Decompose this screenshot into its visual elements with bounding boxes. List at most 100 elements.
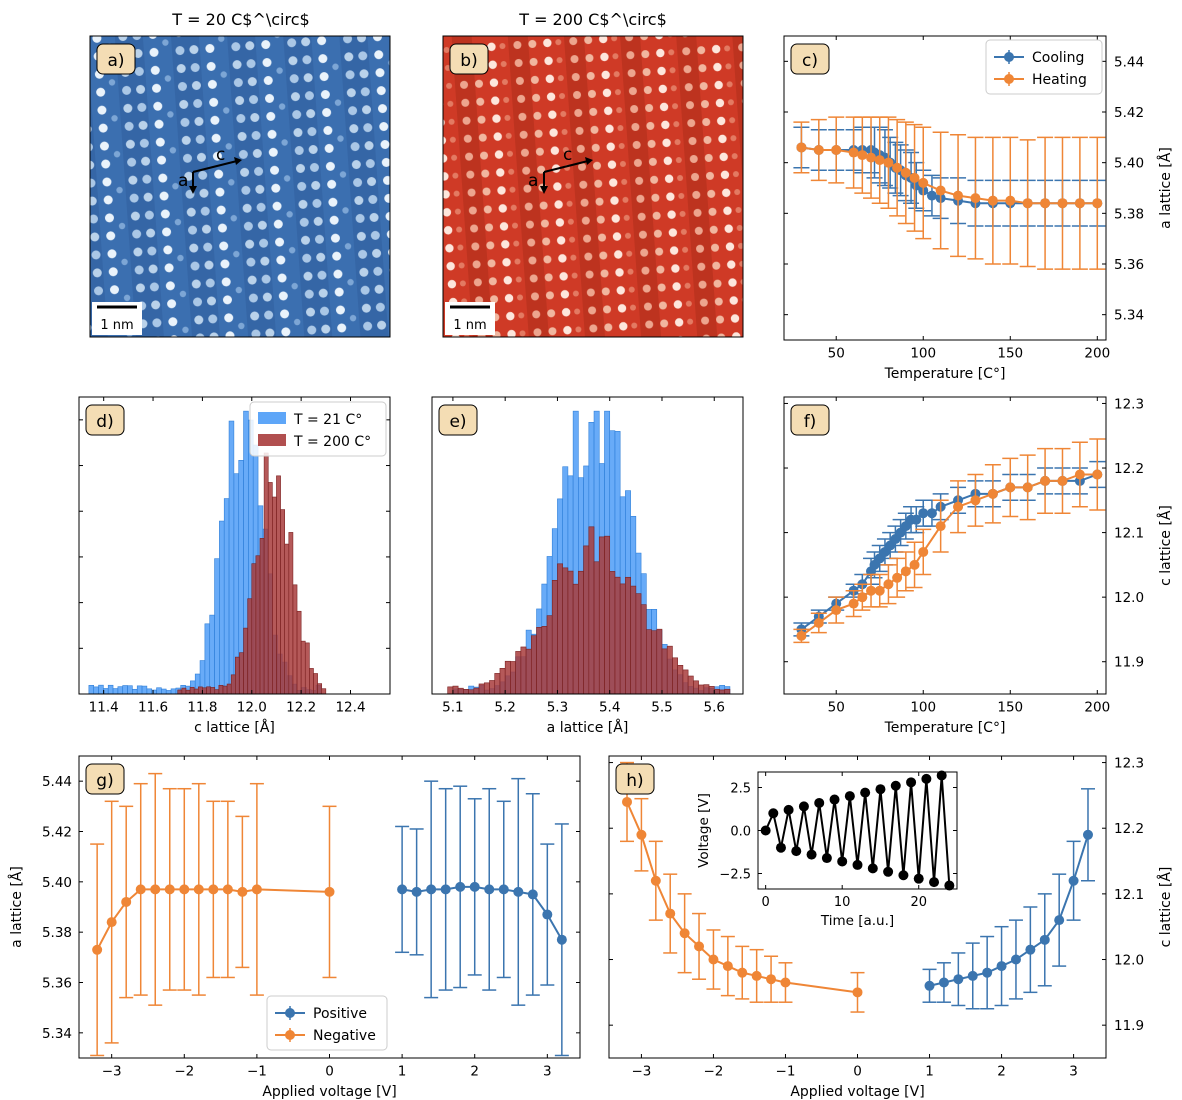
data-point [874, 585, 885, 596]
legend-g: Positive Negative [266, 995, 388, 1051]
data-point [813, 145, 824, 155]
data-point [150, 884, 161, 895]
plot-frame-c [783, 35, 1107, 341]
data-point [938, 977, 949, 988]
hist-bar [703, 684, 710, 695]
title-a: T = 20 C$^\circ$ [171, 10, 309, 29]
x-tick-label-c: 150 [997, 346, 1023, 362]
hist-bar [719, 689, 726, 695]
data-point [1005, 195, 1016, 206]
data-point [987, 488, 998, 499]
hist-bar [170, 688, 177, 695]
hist-bar [197, 686, 203, 695]
y-tick-label-h: 11.9 [1114, 1018, 1144, 1034]
hist-bar [136, 685, 143, 695]
legend-label: Cooling [1032, 50, 1084, 66]
data-point [775, 842, 786, 853]
data-point [860, 787, 871, 798]
hist-bar [267, 482, 273, 695]
data-point [866, 585, 877, 596]
hist-bar [284, 543, 290, 695]
hist-bar [189, 686, 195, 695]
data-point [1005, 482, 1016, 493]
plot-frame-f [783, 396, 1107, 695]
data-point [844, 791, 855, 802]
lattice-axes-a: c a [178, 145, 242, 194]
hist-bar [247, 598, 253, 695]
y-tick-label-g: 5.40 [42, 875, 72, 891]
hist-bar [646, 629, 652, 695]
y-tick-label-c: 5.38 [1114, 206, 1144, 222]
data-point [857, 150, 868, 161]
hist-bar [146, 688, 153, 695]
y-axis-label-c: a lattice [Å] [1157, 147, 1174, 229]
hist-bar [185, 689, 191, 695]
panel-label-text: d) [96, 412, 113, 432]
legend-label: Negative [313, 1028, 376, 1044]
data-point [513, 886, 524, 897]
hist-bar [202, 687, 207, 695]
panel-label-f: f) [790, 404, 830, 436]
series-h-positive [922, 788, 1095, 1010]
data-point [867, 863, 878, 874]
data-point [874, 155, 885, 166]
hist-bar [567, 570, 574, 695]
svg-text:1 nm: 1 nm [453, 318, 486, 333]
data-point [791, 846, 802, 857]
hist-series-d-1 [177, 452, 327, 695]
data-point [866, 152, 877, 163]
hist-bar [468, 689, 475, 695]
hist-bar [661, 648, 668, 695]
hist-bar [219, 520, 225, 695]
data-point [926, 190, 937, 201]
axis-label-c-a: c [216, 145, 225, 165]
legend-swatch [258, 412, 286, 424]
data-point [237, 886, 248, 897]
x-axis-label-f: Temperature [C°] [884, 720, 1006, 736]
hist-bar [222, 685, 228, 695]
chart-g: −3 −2 −1 0 1 2 3 5.34 5.36 5.38 5.40 5.42 5.44 Applie… [8, 755, 581, 1100]
data-point [806, 849, 817, 860]
data-point [121, 896, 132, 907]
series-h-inset-line [760, 770, 955, 891]
data-point [918, 508, 929, 519]
legend-marker [1004, 52, 1014, 62]
data-point [193, 884, 204, 895]
data-point [665, 908, 676, 919]
panel-label-box [85, 404, 125, 436]
data-point [883, 866, 894, 877]
data-point [498, 884, 509, 895]
data-point [92, 944, 103, 955]
hist-bar [204, 623, 211, 695]
legend-d: T = 21 C° T = 200 C° [249, 401, 387, 457]
data-point [650, 875, 661, 886]
data-point [440, 884, 451, 895]
x-tick-label-d: 11.8 [187, 700, 217, 716]
data-point [953, 501, 964, 512]
data-point [798, 801, 809, 812]
data-point [722, 961, 733, 972]
hist-bar [724, 688, 731, 695]
data-point [848, 147, 859, 158]
x-tick-label-d: 12.4 [335, 700, 365, 716]
hist-bar [635, 593, 642, 695]
series-c-heating [793, 116, 1106, 270]
data-point [1082, 829, 1093, 840]
legend-label: Positive [313, 1006, 367, 1022]
data-point [953, 974, 964, 985]
hist-bar [235, 656, 240, 695]
data-point [852, 859, 863, 870]
data-point [829, 794, 840, 805]
hist-bar [525, 648, 532, 695]
data-point [426, 884, 437, 895]
data-point [900, 566, 911, 577]
panel-label-text: g) [96, 771, 113, 791]
hist-bar [588, 526, 595, 695]
hist-bar [193, 688, 199, 695]
data-point [900, 167, 911, 178]
data-point [694, 941, 705, 952]
data-point [906, 777, 917, 788]
data-point [875, 784, 886, 795]
data-point [857, 592, 868, 603]
data-point [852, 987, 863, 998]
